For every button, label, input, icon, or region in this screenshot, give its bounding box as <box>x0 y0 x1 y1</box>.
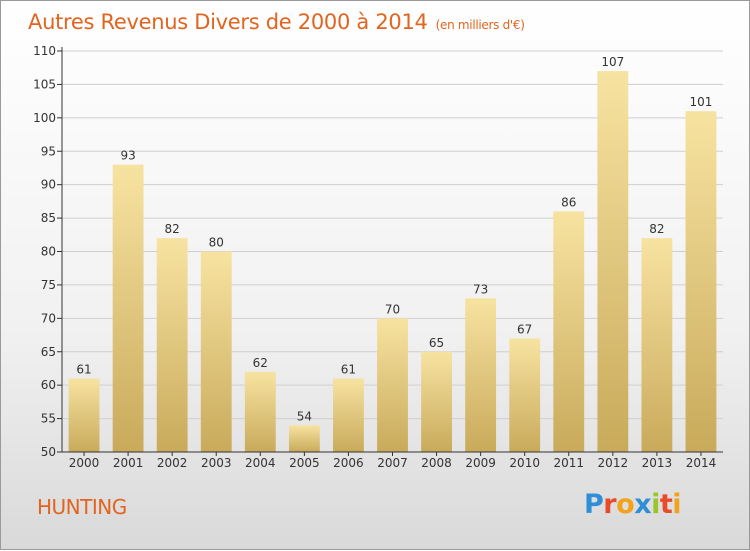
bar <box>112 164 144 452</box>
x-tick-label: 2012 <box>598 456 629 470</box>
data-label: 54 <box>297 409 312 423</box>
x-tick-label: 2005 <box>289 456 320 470</box>
data-label: 70 <box>385 302 400 316</box>
logo-letter: i <box>672 489 682 520</box>
bar <box>377 318 408 452</box>
bar <box>553 211 585 452</box>
bar <box>244 371 276 452</box>
x-tick-label: 2008 <box>421 456 452 470</box>
x-tick-label: 2006 <box>333 456 364 470</box>
y-tick-label: 65 <box>41 345 56 359</box>
bar <box>156 238 188 452</box>
y-tick-label: 55 <box>41 412 56 426</box>
axes: 50 55 60 65 70 75 80 85 90 95 100 105 110 2000 2001 200… <box>33 44 723 470</box>
data-label: 80 <box>209 236 224 250</box>
bar <box>685 111 717 453</box>
y-tick-label: 85 <box>41 211 56 225</box>
chart-title-text: Autres Revenus Divers de 2000 à 2014 <box>28 10 428 34</box>
bar <box>597 71 629 453</box>
y-tick-label: 70 <box>41 311 56 325</box>
x-tick-label: 2003 <box>201 456 232 470</box>
data-label: 62 <box>253 356 268 370</box>
logo-letter: o <box>616 489 635 520</box>
chart-title: Autres Revenus Divers de 2000 à 2014 (en … <box>28 10 525 34</box>
x-tick-label: 2013 <box>642 456 673 470</box>
data-label: 61 <box>341 362 356 376</box>
x-tick-label: 2007 <box>377 456 408 470</box>
data-label: 67 <box>517 322 532 336</box>
logo-letter: t <box>659 489 673 520</box>
x-tick-label: 2001 <box>113 456 144 470</box>
y-tick-label: 60 <box>41 378 56 392</box>
x-tick-label: 2000 <box>69 456 100 470</box>
x-tick-label: 2009 <box>465 456 496 470</box>
data-label: 82 <box>165 222 180 236</box>
bar <box>68 378 100 452</box>
y-tick-label: 90 <box>41 178 56 192</box>
bar <box>641 238 673 452</box>
bar <box>288 425 320 452</box>
y-tick-label: 75 <box>41 278 56 292</box>
proxiti-logo: Proxiti <box>584 489 682 520</box>
bar <box>333 378 364 452</box>
data-label: 93 <box>120 149 135 163</box>
logo-letter: x <box>634 489 652 520</box>
y-tick-label: 110 <box>33 44 56 58</box>
data-label: 86 <box>561 195 576 209</box>
logo-letter: i <box>651 489 660 520</box>
y-tick-label: 50 <box>41 445 56 459</box>
bar <box>509 338 541 452</box>
y-tick-label: 105 <box>33 77 56 91</box>
x-tick-label: 2010 <box>509 456 540 470</box>
data-label: 65 <box>429 336 444 350</box>
bars <box>68 71 717 453</box>
data-label: 61 <box>76 362 91 376</box>
y-tick-label: 80 <box>41 245 56 259</box>
x-tick-label: 2014 <box>686 456 717 470</box>
data-label: 73 <box>473 282 488 296</box>
data-label: 101 <box>690 95 713 109</box>
commune-name: HUNTING <box>37 495 127 519</box>
labels: 61 93 82 80 62 54 61 70 65 73 67 86 107 82 101 <box>76 55 712 423</box>
data-label: 107 <box>601 55 624 69</box>
bar <box>421 351 452 452</box>
logo-letter: r <box>603 489 617 520</box>
x-tick-label: 2004 <box>245 456 276 470</box>
x-tick-label: 2011 <box>553 456 584 470</box>
x-tick-label: 2002 <box>157 456 188 470</box>
y-tick-label: 95 <box>41 144 56 158</box>
bar <box>465 298 497 452</box>
chart-unit: (en milliers d'€) <box>435 18 525 32</box>
y-tick-label: 100 <box>33 111 56 125</box>
data-label: 82 <box>649 222 664 236</box>
logo-letter: P <box>584 489 604 520</box>
bar <box>200 251 232 452</box>
